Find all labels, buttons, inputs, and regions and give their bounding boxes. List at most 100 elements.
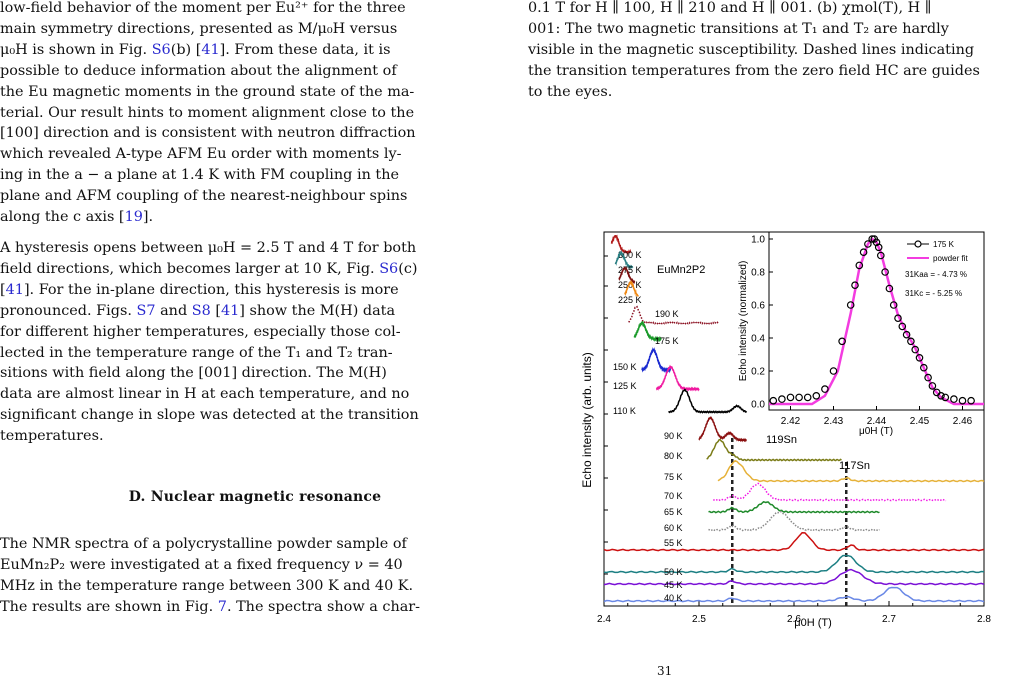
main-spectra-chart: 2.4 2.5 2.6 2.7 2.8 μ0H (T) Echo intensity (ar… (580, 231, 991, 629)
data-point-175k (907, 337, 915, 346)
data-point-175k (928, 382, 937, 390)
data-point-175k (911, 345, 920, 354)
figure-caption: 0.1 T for H ∥ 100, H ∥ 210 and H ∥ 001. … (528, 0, 980, 100)
data-point-175k (876, 251, 885, 260)
fig-7-link[interactable]: 7 (217, 598, 227, 615)
spectrum-label: 55 K (664, 538, 683, 548)
spectrum-line-175k (633, 320, 662, 343)
inset-spectrum-chart: 2.42 2.43 2.44 2.45 2.46 0.0 0.2 0.4 0.6 0.8 1.0 μ0… (738, 231, 985, 437)
data-point-175k (795, 393, 803, 402)
spectrum-line-300k (610, 234, 632, 256)
spectrum-label: 40 K (664, 593, 683, 603)
data-point-175k (885, 284, 894, 293)
data-point-175k (881, 268, 889, 276)
data-point-175k (846, 301, 855, 309)
spectrum-line-55k (603, 532, 985, 552)
spectrum-label: 150 K (613, 362, 637, 372)
annotation-119sn: 119Sn (766, 434, 797, 446)
spectrum-label: 300 K (618, 250, 642, 260)
data-point-175k (874, 243, 883, 252)
spectrum-label: 175 K (655, 336, 679, 346)
inset-x-tick-label: 2.45 (910, 416, 930, 427)
knight-shift-aa: 31Kaa = - 4.73 % (905, 270, 967, 279)
ref-19-link[interactable]: 19 (124, 209, 143, 226)
spectrum-line-45k (603, 568, 985, 586)
fig-s6c-link[interactable]: S6 (379, 260, 399, 277)
spectrum-line-275k (614, 249, 634, 270)
data-point-175k (769, 396, 778, 405)
spectrum-label: 275 K (618, 265, 642, 275)
x-tick-label: 2.4 (597, 614, 611, 625)
data-point-175k (898, 322, 907, 331)
data-point-175k (958, 396, 967, 405)
page-footer-fragment: 31 (657, 664, 673, 678)
spectrum-line-225k (624, 280, 639, 297)
inset-y-tick-label: 0.2 (751, 367, 765, 378)
inset-y-tick-label: 0.4 (751, 334, 765, 345)
inset-frame (768, 231, 985, 411)
spectrum-label: 60 K (664, 523, 683, 533)
spectrum-label: 80 K (664, 451, 683, 461)
spectrum-line-150k (641, 346, 672, 374)
spectrum-label: 90 K (664, 431, 683, 441)
spectrum-line-65k (708, 500, 880, 514)
left-column-text: low-field behavior of the moment per Eu²… (0, 0, 510, 628)
inset-y-tick-label: 0.6 (751, 301, 765, 312)
spectrum-label: 250 K (618, 280, 642, 290)
spectrum-line-40k (603, 586, 985, 603)
data-point-175k (864, 240, 872, 248)
ref-41-link[interactable]: 41 (5, 281, 24, 298)
spectrum-line-80k (706, 438, 842, 462)
x-tick-label: 2.5 (692, 614, 706, 625)
data-point-175k (778, 395, 786, 403)
data-point-175k (859, 248, 868, 257)
inset-x-tick-label: 2.43 (824, 416, 844, 427)
spectrum-line-90k (698, 416, 748, 443)
y-axis-label: Echo intensity (arb. units) (580, 352, 594, 487)
legend-label-175k: 175 K (933, 240, 955, 249)
inset-x-tick-label: 2.44 (867, 416, 887, 427)
spectrum-label: 225 K (618, 295, 642, 305)
inset-y-axis-label: Echo intensity (normalized) (738, 261, 749, 382)
fig-s6-link[interactable]: S6 (151, 41, 171, 58)
spectrum-line-60k (708, 510, 880, 532)
data-point-175k (812, 391, 821, 400)
fig-s8-link[interactable]: S8 (191, 302, 211, 319)
legend-label-powder-fit: powder fit (933, 254, 968, 263)
spectrum-label: 50 K (664, 567, 683, 577)
knight-shift-c: 31Kc = - 5.25 % (905, 289, 962, 298)
x-tick-label: 2.6 (787, 614, 801, 625)
spectrum-label: 70 K (664, 491, 683, 501)
data-point-175k (915, 353, 924, 362)
data-point-175k (967, 396, 975, 405)
data-point-175k (937, 391, 945, 400)
ref-41-link[interactable]: 41 (201, 41, 220, 58)
data-point-175k (786, 393, 795, 402)
spectrum-line-125k (655, 364, 700, 392)
data-point-175k (950, 395, 958, 403)
inset-x-tick-label: 2.42 (781, 416, 801, 427)
sample-label: EuMn2P2 (657, 264, 705, 276)
ref-41-link[interactable]: 41 (220, 302, 240, 319)
fig-s7-link[interactable]: S7 (136, 302, 156, 319)
inset-y-tick-label: 1.0 (751, 235, 765, 246)
x-axis-label: μ0H (T) (794, 617, 832, 629)
paragraph-hysteresis: A hysteresis opens between μ₀H = 2.5 T a… (0, 239, 419, 445)
data-point-175k (902, 330, 911, 339)
spectrum-label: 190 K (655, 309, 679, 319)
paragraph-magnetization: low-field behavior of the moment per Eu²… (0, 0, 416, 226)
data-point-175k (838, 337, 846, 346)
spectrum-line-250k (618, 266, 636, 285)
x-tick-label: 2.8 (977, 614, 991, 625)
spectrum-label: 75 K (664, 472, 683, 482)
spectrum-line-50k (603, 554, 985, 574)
data-point-175k (941, 393, 950, 402)
data-point-175k (919, 363, 928, 372)
spectrum-label: 125 K (613, 381, 637, 391)
spectrum-line-110k (668, 388, 748, 414)
paragraph-nmr: The NMR spectra of a polycrystalline pow… (0, 535, 421, 615)
inset-x-tick-label: 2.46 (953, 416, 973, 427)
spectrum-line-190k (628, 305, 719, 325)
legend-marker-175k (914, 240, 922, 248)
